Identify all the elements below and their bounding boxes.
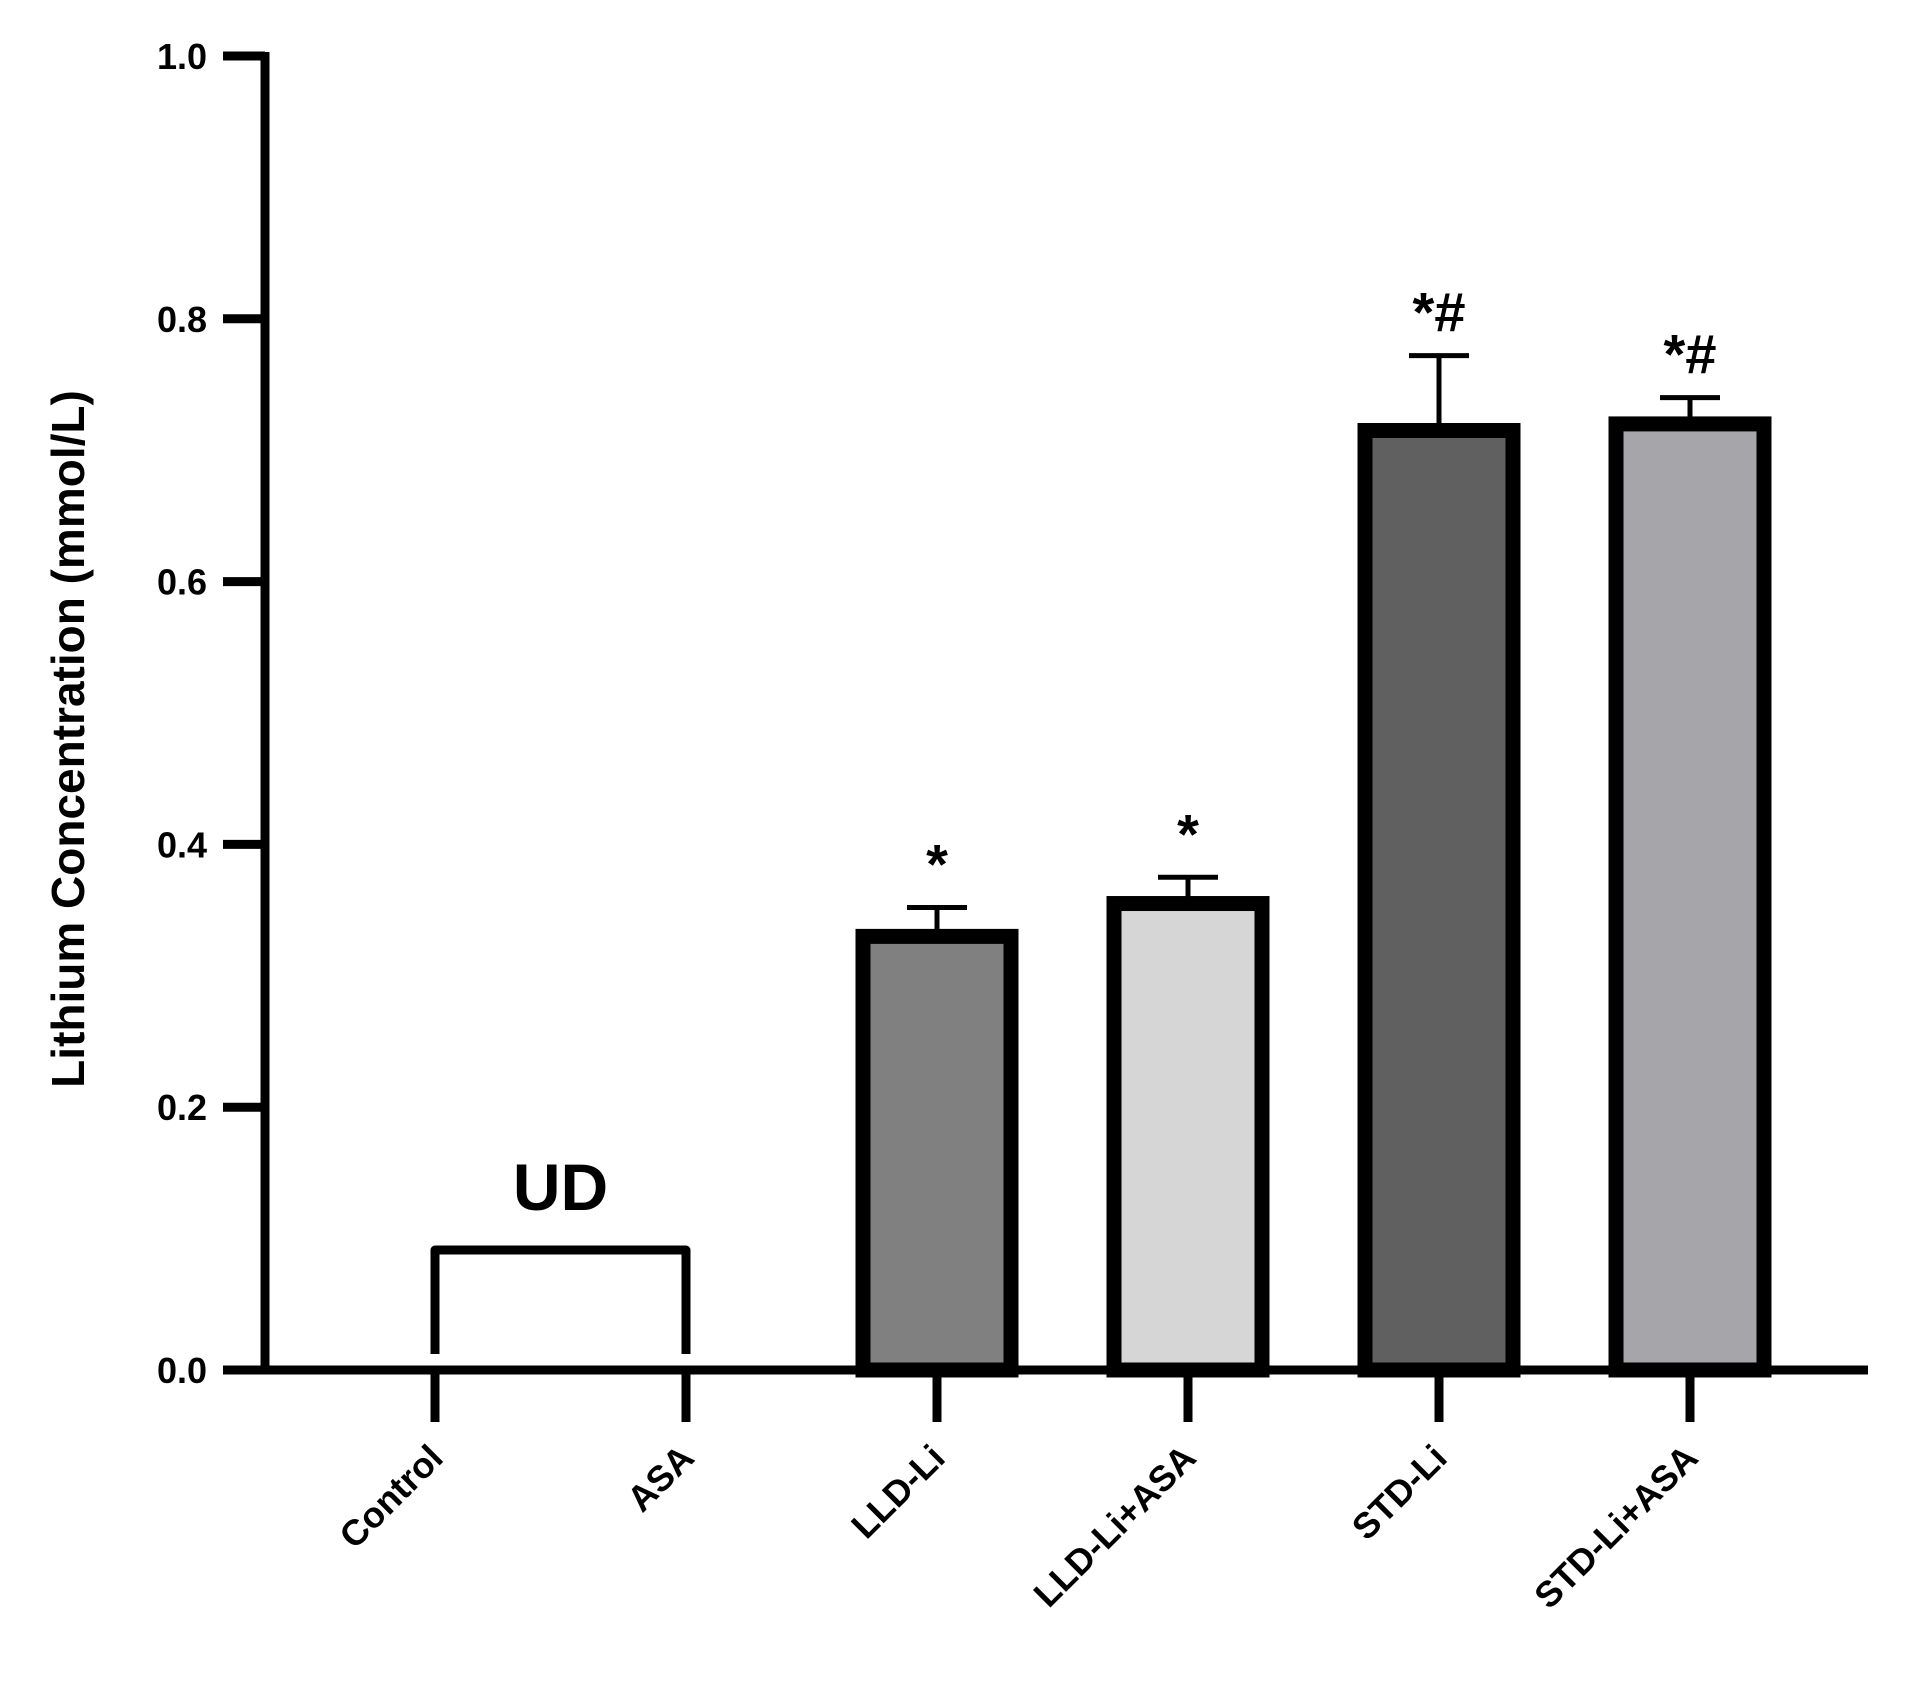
ud-annotation: UD [513, 1150, 608, 1224]
bar-4 [1357, 422, 1521, 1378]
x-category-label-3: LLD-Li+ASA [1025, 1437, 1203, 1615]
y-tick-label-5: 1.0 [157, 36, 207, 77]
x-category-label-2: LLD-Li [843, 1437, 953, 1547]
x-category-label-1: ASA [619, 1437, 702, 1520]
bar-2 [855, 928, 1019, 1378]
significance-label-5: *# [1664, 323, 1717, 386]
y-tick-label-0: 0.0 [157, 1350, 207, 1391]
y-tick-label-2: 0.4 [157, 824, 207, 865]
y-tick-label-1: 0.2 [157, 1087, 207, 1128]
significance-label-2: * [926, 832, 948, 895]
bar-5 [1608, 416, 1772, 1378]
y-tick-label-4: 0.8 [157, 299, 207, 340]
x-category-label-5: STD-Li+ASA [1526, 1437, 1706, 1617]
significance-label-4: *# [1413, 281, 1466, 344]
bars-layer: * * *# *# UD [430, 281, 1772, 1378]
x-category-label-4: STD-Li [1344, 1437, 1455, 1548]
ud-bracket [430, 1245, 691, 1354]
y-axis-title: Lithium Concentration (mmol/L) [42, 390, 94, 1088]
x-category-label-0: Control [331, 1437, 450, 1556]
bar-3 [1106, 896, 1270, 1378]
y-tick-label-3: 0.6 [157, 562, 207, 603]
significance-label-3: * [1177, 802, 1199, 865]
